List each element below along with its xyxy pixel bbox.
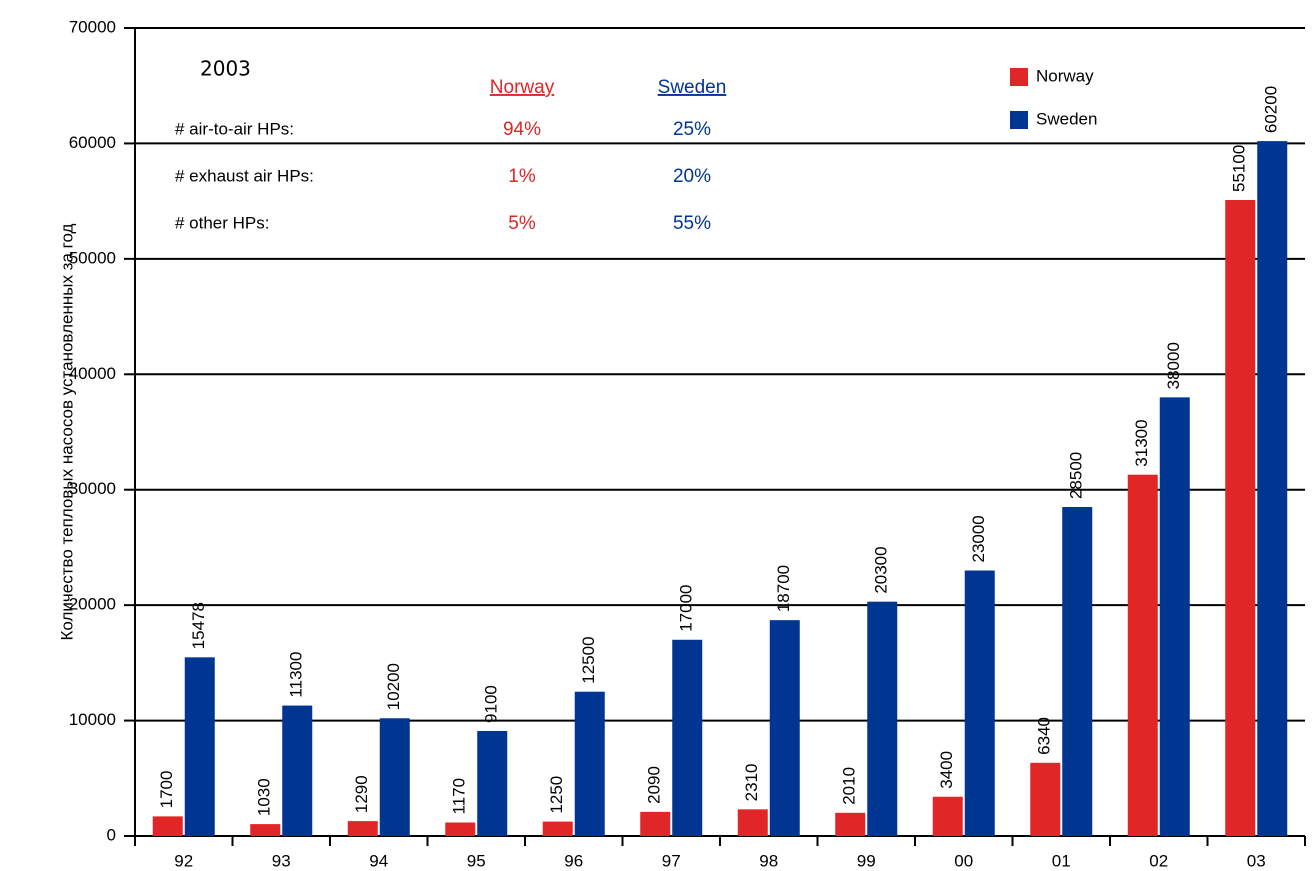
data-label: 1700: [157, 771, 176, 809]
bar: [835, 812, 866, 836]
data-label: 15478: [189, 602, 208, 649]
y-tick-label: 50000: [69, 248, 116, 267]
data-label: 38000: [1164, 342, 1183, 389]
annotation-header: Sweden: [658, 77, 727, 98]
data-label: 6340: [1035, 717, 1054, 755]
annotation-value: 5%: [508, 213, 536, 234]
legend-swatch: [1010, 68, 1028, 86]
bar: [445, 822, 476, 836]
data-label: 1290: [352, 775, 371, 813]
y-tick-label: 10000: [69, 710, 116, 729]
data-label: 11300: [287, 652, 306, 698]
bar: [1030, 762, 1061, 836]
annotation-row-label: # air-to-air HPs:: [175, 119, 294, 138]
x-tick-label: 99: [857, 851, 876, 870]
data-label: 10200: [384, 663, 403, 710]
annotation-value: 20%: [673, 166, 711, 187]
bar: [250, 824, 281, 836]
annotation-row-label: # other HPs:: [175, 213, 270, 232]
bar: [184, 657, 215, 836]
x-tick-label: 97: [662, 851, 681, 870]
y-axis-label: Количество тепловых насосов установленны…: [57, 223, 76, 640]
data-label: 3400: [937, 751, 956, 789]
bar: [672, 639, 703, 836]
data-label: 55100: [1230, 145, 1249, 192]
bar: [542, 821, 573, 836]
legend-swatch: [1010, 111, 1028, 129]
data-label: 9100: [482, 685, 501, 723]
data-label: 12500: [579, 636, 598, 683]
data-label: 20300: [872, 546, 891, 593]
y-tick-label: 70000: [69, 17, 116, 36]
annotation-year: 2003: [200, 57, 251, 81]
bar: [379, 718, 410, 836]
bar: [1257, 141, 1288, 836]
bar: [1127, 474, 1158, 836]
data-label: 17000: [677, 584, 696, 631]
data-label: 18700: [774, 565, 793, 612]
x-tick-label: 95: [467, 851, 486, 870]
x-tick-label: 03: [1247, 851, 1266, 870]
y-tick-label: 20000: [69, 595, 116, 614]
data-label: 2010: [840, 767, 859, 805]
data-label: 2090: [645, 766, 664, 804]
bar: [152, 816, 183, 836]
data-label: 1250: [547, 776, 566, 814]
bar: [477, 730, 508, 836]
data-label: 2310: [742, 764, 761, 802]
y-tick-label: 30000: [69, 479, 116, 498]
x-tick-label: 00: [954, 851, 973, 870]
bar: [932, 796, 963, 836]
bar: [1159, 397, 1190, 836]
x-tick-label: 94: [369, 851, 388, 870]
bar: [769, 620, 800, 836]
x-tick-label: 98: [759, 851, 778, 870]
annotation-value: 1%: [508, 166, 536, 187]
annotation-header: Norway: [490, 77, 555, 98]
data-label: 31300: [1132, 419, 1151, 466]
bar: [1062, 507, 1093, 836]
x-tick-label: 02: [1149, 851, 1168, 870]
x-tick-label: 01: [1052, 851, 1071, 870]
bar: [347, 821, 378, 836]
bar: [282, 705, 313, 836]
data-label: 23000: [969, 515, 988, 562]
y-tick-label: 0: [107, 825, 116, 844]
x-tick-label: 92: [174, 851, 193, 870]
bar: [1225, 199, 1256, 836]
annotation-row-label: # exhaust air HPs:: [175, 166, 314, 185]
annotation-value: 94%: [503, 119, 541, 140]
x-tick-label: 96: [564, 851, 583, 870]
legend-label: Norway: [1036, 66, 1094, 85]
data-label: 1030: [255, 778, 274, 816]
bar: [964, 570, 995, 836]
y-tick-label: 60000: [69, 133, 116, 152]
bar: [737, 809, 768, 836]
y-tick-label: 40000: [69, 364, 116, 383]
legend-label: Sweden: [1036, 109, 1097, 128]
annotation-value: 55%: [673, 213, 711, 234]
data-label: 60200: [1262, 86, 1281, 133]
data-label: 1170: [450, 778, 469, 815]
x-tick-label: 93: [272, 851, 291, 870]
bar: [867, 601, 898, 836]
bar: [640, 811, 671, 836]
bar: [574, 691, 605, 836]
data-label: 28500: [1067, 452, 1086, 499]
annotation-value: 25%: [673, 119, 711, 140]
